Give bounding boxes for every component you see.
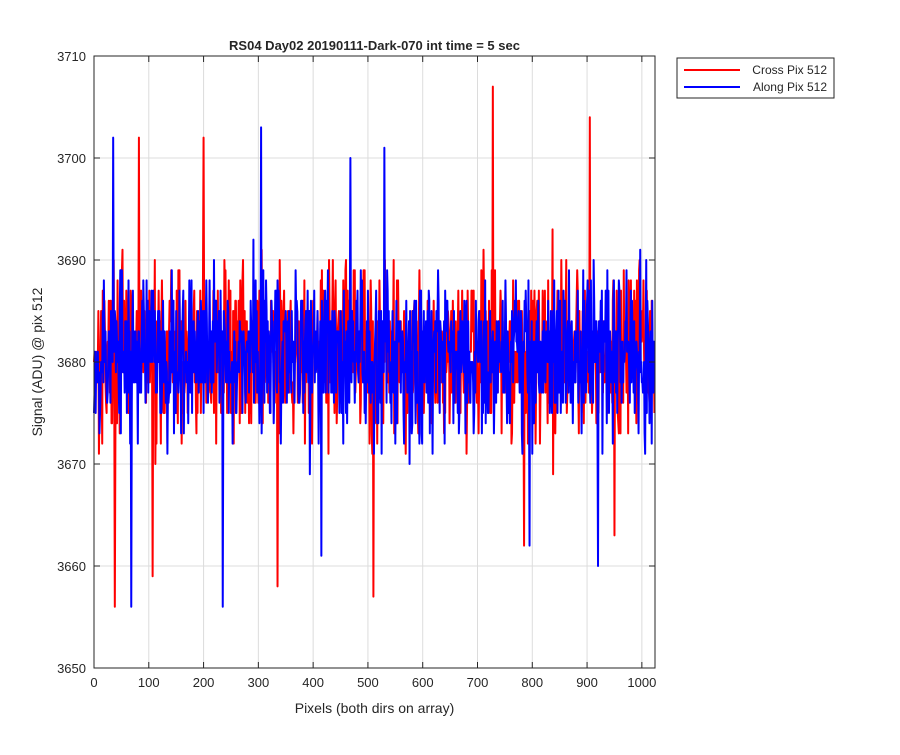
axis-ticks: 0 100 200 300 400 500 600 700 800 900 1000 3650 3660… xyxy=(57,49,656,690)
series-line-along xyxy=(93,126,656,608)
y-tick-label: 3660 xyxy=(57,559,86,574)
x-tick-label: 300 xyxy=(248,675,270,690)
y-tick-label: 3690 xyxy=(57,253,86,268)
legend-box xyxy=(676,57,835,99)
chart-title: RS04 Day02 20190111-Dark-070 int time = … xyxy=(229,38,520,53)
legend-label-along: Along Pix 512 xyxy=(753,80,827,94)
x-tick-label: 1000 xyxy=(627,675,656,690)
x-tick-label: 400 xyxy=(302,675,324,690)
x-tick-label: 600 xyxy=(412,675,434,690)
y-tick-label: 3680 xyxy=(57,355,86,370)
y-tick-label: 3650 xyxy=(57,661,86,676)
y-tick-label: 3670 xyxy=(57,457,86,472)
y-tick-label: 3700 xyxy=(57,151,86,166)
legend-label-cross: Cross Pix 512 xyxy=(752,63,827,77)
x-tick-label: 800 xyxy=(521,675,543,690)
x-tick-label: 700 xyxy=(467,675,489,690)
x-tick-label: 100 xyxy=(138,675,160,690)
x-tick-label: 500 xyxy=(357,675,379,690)
x-tick-label: 0 xyxy=(90,675,97,690)
x-tick-label: 200 xyxy=(193,675,215,690)
x-tick-label: 900 xyxy=(576,675,598,690)
legend: Cross Pix 512 Along Pix 512 xyxy=(676,57,835,99)
y-tick-label: 3710 xyxy=(57,49,86,64)
x-axis-label: Pixels (both dirs on array) xyxy=(295,700,455,716)
y-axis-label: Signal (ADU) @ pix 512 xyxy=(29,287,45,436)
series-lines xyxy=(93,85,656,608)
